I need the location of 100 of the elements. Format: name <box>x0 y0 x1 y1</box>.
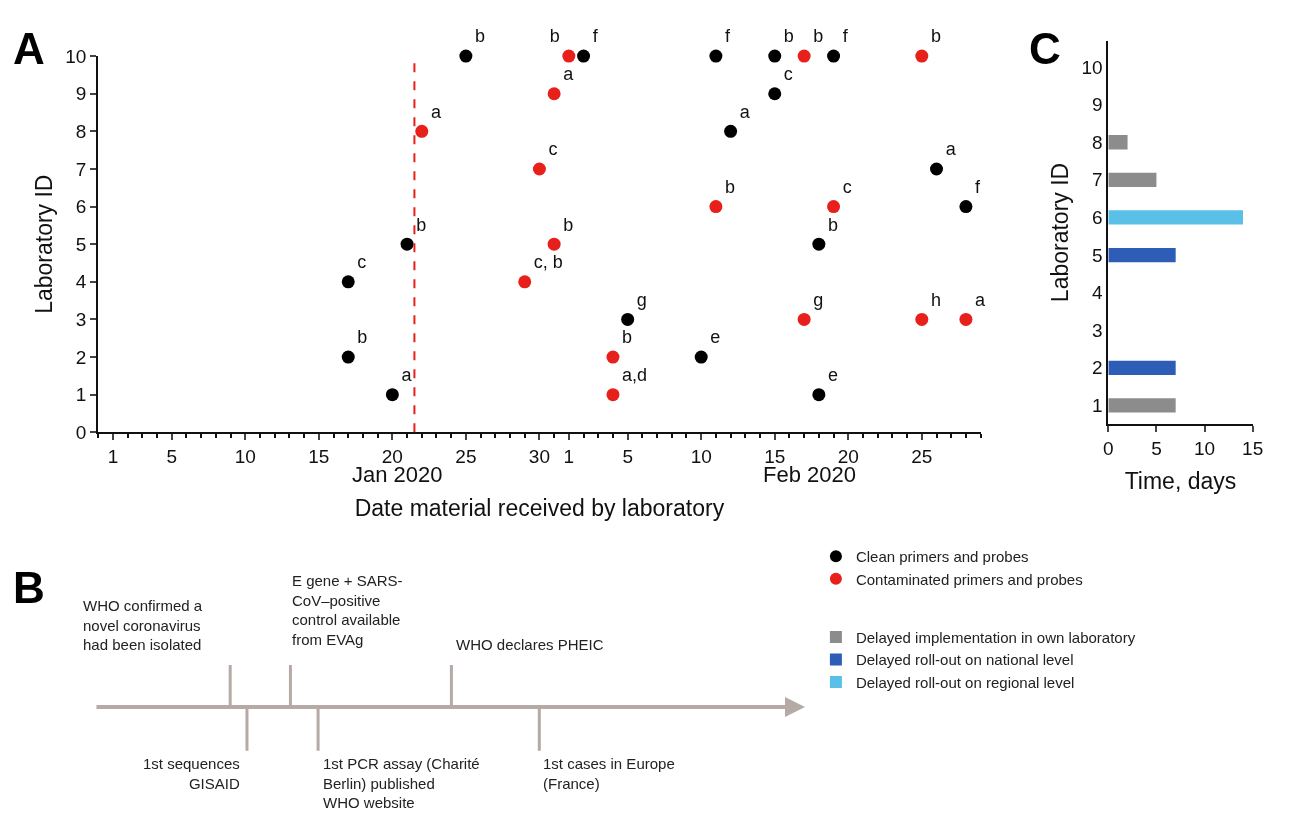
point <box>459 49 473 63</box>
data-label: b <box>813 26 824 47</box>
data-label: e <box>827 365 838 386</box>
data-label: b <box>563 214 574 235</box>
point <box>768 87 782 101</box>
text: WHO confirmed a novel coronavirus had been isolated <box>83 597 203 653</box>
text: 1st sequences GISAID <box>143 755 240 792</box>
bar <box>1108 247 1176 263</box>
point <box>959 312 973 326</box>
chart-title: C <box>1029 24 1061 73</box>
legend-label: Delayed roll-out on national level <box>855 651 1074 669</box>
data-label: a,d <box>622 365 648 386</box>
point <box>547 237 561 251</box>
y-tick-label: 10 <box>1081 56 1103 78</box>
x-tick-label: 5 <box>1151 438 1162 460</box>
point <box>415 124 429 138</box>
point <box>547 87 561 101</box>
data-label: b <box>622 327 633 348</box>
bar <box>1108 135 1128 150</box>
data-label: b <box>827 214 838 235</box>
y-tick-label: 9 <box>75 83 87 105</box>
legend-label: Clean primers and probes <box>855 547 1029 565</box>
data-label: c <box>548 139 558 160</box>
data-label: g <box>813 289 824 310</box>
data-label: a <box>401 365 413 386</box>
text: E gene + SARS- CoV–positive control available from EVAg <box>292 572 403 648</box>
legend-label: Delayed roll-out on regional level <box>855 673 1075 691</box>
point <box>385 388 399 402</box>
data-label: b <box>416 214 427 235</box>
chart-title: A <box>13 24 45 73</box>
x-tick-label: 10 <box>1193 438 1216 460</box>
data-label: b <box>475 26 486 47</box>
x-tick-label: 25 <box>455 446 477 468</box>
bar <box>1108 398 1176 413</box>
point <box>518 275 532 289</box>
y-tick-label: 1 <box>75 384 87 406</box>
data-label: a <box>563 64 575 85</box>
data-label: b <box>783 26 794 47</box>
y-tick-label: 2 <box>75 346 87 368</box>
point <box>827 49 841 63</box>
data-label: h <box>930 289 941 310</box>
y-tick-label: 1 <box>1091 395 1103 417</box>
point <box>606 388 620 402</box>
point <box>621 312 635 326</box>
y-tick-label: 5 <box>75 233 87 255</box>
data-label: a <box>945 139 957 160</box>
point <box>930 162 944 176</box>
point <box>709 200 723 214</box>
point <box>915 312 929 326</box>
y-tick-label: 5 <box>1091 244 1103 266</box>
data-label: b <box>549 26 560 47</box>
data-label: f <box>842 26 849 47</box>
data-label: c <box>842 176 852 197</box>
point <box>812 388 826 402</box>
y-tick-label: 4 <box>75 271 87 293</box>
point <box>341 275 355 289</box>
data-label: g <box>636 289 647 310</box>
bar <box>1108 360 1176 375</box>
x-tick-label: 1 <box>563 446 575 468</box>
point <box>797 49 811 63</box>
bar <box>1108 172 1157 187</box>
x-axis-title: Date material received by laboratory <box>354 495 725 522</box>
data-label: b <box>725 176 736 197</box>
point <box>341 350 355 364</box>
legend-label: Contaminated primers and probes <box>855 570 1083 588</box>
x-tick-label: 30 <box>528 446 550 468</box>
point <box>606 350 620 364</box>
x-tick-label: 5 <box>622 446 633 468</box>
point <box>797 312 811 326</box>
y-tick-label: 9 <box>1091 94 1103 116</box>
text: 1st PCR assay (Charité Berlin) published WHO website <box>323 755 480 811</box>
y-tick-label: 8 <box>1091 131 1103 153</box>
point <box>768 49 782 63</box>
point <box>694 350 708 364</box>
y-tick-label: 7 <box>1091 169 1103 191</box>
x-tick-label: 15 <box>1242 438 1264 460</box>
data-label: a <box>430 101 442 122</box>
y-tick-label: 6 <box>75 196 87 218</box>
y-tick-label: 3 <box>75 309 87 331</box>
y-tick-label: 4 <box>1091 282 1103 304</box>
y-tick-label: 10 <box>65 45 87 67</box>
data-label: c <box>783 64 793 85</box>
text: 1st cases in Europe (France) <box>543 755 675 792</box>
x-tick-label: 10 <box>690 446 712 468</box>
data-label: a <box>739 101 751 122</box>
point <box>827 200 841 214</box>
x-axis-title: Time, days <box>1124 468 1237 495</box>
data-label: f <box>725 26 732 47</box>
y-tick-label: 6 <box>1091 207 1103 229</box>
data-label: a <box>975 289 987 310</box>
data-label: c <box>357 252 367 273</box>
x-tick-label: 5 <box>166 446 178 468</box>
point <box>915 49 929 63</box>
data-label: c, b <box>533 252 563 273</box>
point <box>562 49 576 63</box>
legend-label: Delayed implementation in own laboratory <box>855 628 1136 646</box>
y-tick-label: 2 <box>1091 357 1103 379</box>
bar <box>1108 210 1244 225</box>
x-tick-label: 15 <box>308 446 330 468</box>
data-label: f <box>592 26 599 47</box>
